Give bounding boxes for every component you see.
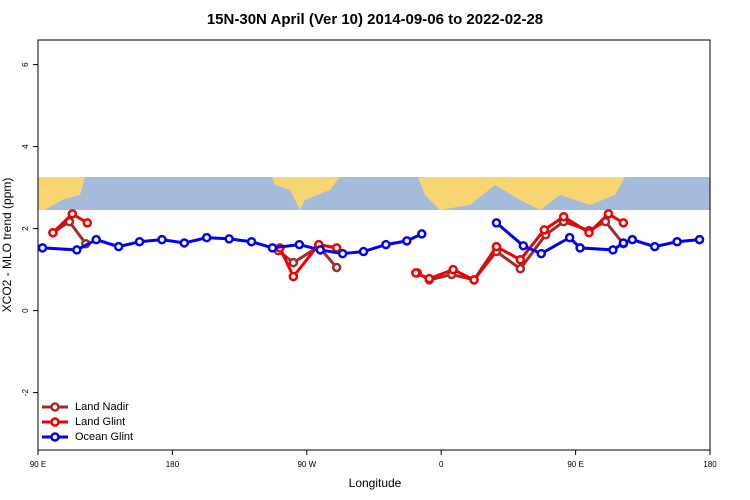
point	[113, 241, 124, 252]
point	[288, 271, 299, 282]
point	[402, 236, 412, 246]
series-line	[495, 221, 700, 256]
point	[337, 248, 348, 259]
point	[536, 248, 547, 259]
point	[618, 218, 629, 228]
point	[246, 236, 257, 247]
point	[575, 243, 585, 253]
point	[224, 234, 234, 244]
chart-title: 15N-30N April (Ver 10) 2014-09-06 to 202…	[207, 11, 543, 28]
point	[564, 232, 575, 243]
map-strip	[38, 177, 710, 210]
point	[267, 243, 278, 253]
x-tick-label: 90 E	[567, 460, 583, 469]
point	[491, 218, 502, 228]
point	[37, 243, 48, 253]
legend-marker	[50, 402, 60, 412]
point	[603, 209, 614, 219]
point	[608, 245, 618, 255]
point	[417, 229, 427, 239]
y-axis-label: XCO2 - MLO trend (ppm)	[0, 178, 14, 313]
point	[491, 241, 502, 252]
x-tick-label: 90 E	[30, 460, 46, 469]
x-axis-label: Longitude	[349, 476, 402, 490]
series-line	[278, 242, 337, 280]
y-tick-label: 4	[21, 144, 30, 149]
y-tick-label: 0	[21, 308, 30, 313]
point	[67, 209, 78, 219]
point	[627, 234, 638, 245]
point	[518, 241, 529, 251]
legend-label: Land Glint	[75, 416, 125, 428]
point	[201, 232, 212, 243]
point	[649, 241, 660, 252]
point	[515, 264, 526, 274]
legend-marker	[50, 432, 60, 442]
legend-label: Ocean Glint	[75, 431, 133, 443]
point	[411, 268, 421, 278]
point	[618, 238, 629, 248]
point	[448, 264, 458, 275]
x-tick-label: 180	[703, 460, 717, 469]
plot-frame	[37, 39, 711, 451]
point	[331, 243, 342, 253]
point	[315, 245, 325, 255]
point	[424, 273, 435, 284]
point	[72, 245, 82, 255]
point	[515, 255, 526, 265]
point	[558, 211, 569, 222]
point	[331, 262, 342, 273]
point	[48, 227, 58, 238]
series-line	[277, 244, 338, 269]
point	[294, 239, 305, 250]
x-tick-label: 0	[439, 460, 444, 469]
x-tick-label: 180	[166, 460, 180, 469]
x-tick-label: 90 W	[297, 460, 316, 469]
point	[672, 236, 682, 247]
point	[469, 275, 479, 285]
point	[288, 257, 299, 268]
point	[381, 239, 391, 250]
legend-label: Land Nadir	[75, 401, 129, 413]
point	[358, 246, 369, 257]
point	[91, 234, 101, 245]
point	[82, 218, 93, 228]
y-tick-label: 2	[21, 226, 30, 231]
point	[539, 225, 549, 235]
point	[694, 234, 705, 245]
y-tick-label: -2	[21, 388, 30, 396]
point	[179, 238, 190, 248]
y-tick-label: 6	[21, 62, 30, 67]
legend-marker	[50, 417, 60, 427]
point	[157, 234, 167, 245]
point	[134, 236, 145, 247]
point	[584, 227, 594, 238]
